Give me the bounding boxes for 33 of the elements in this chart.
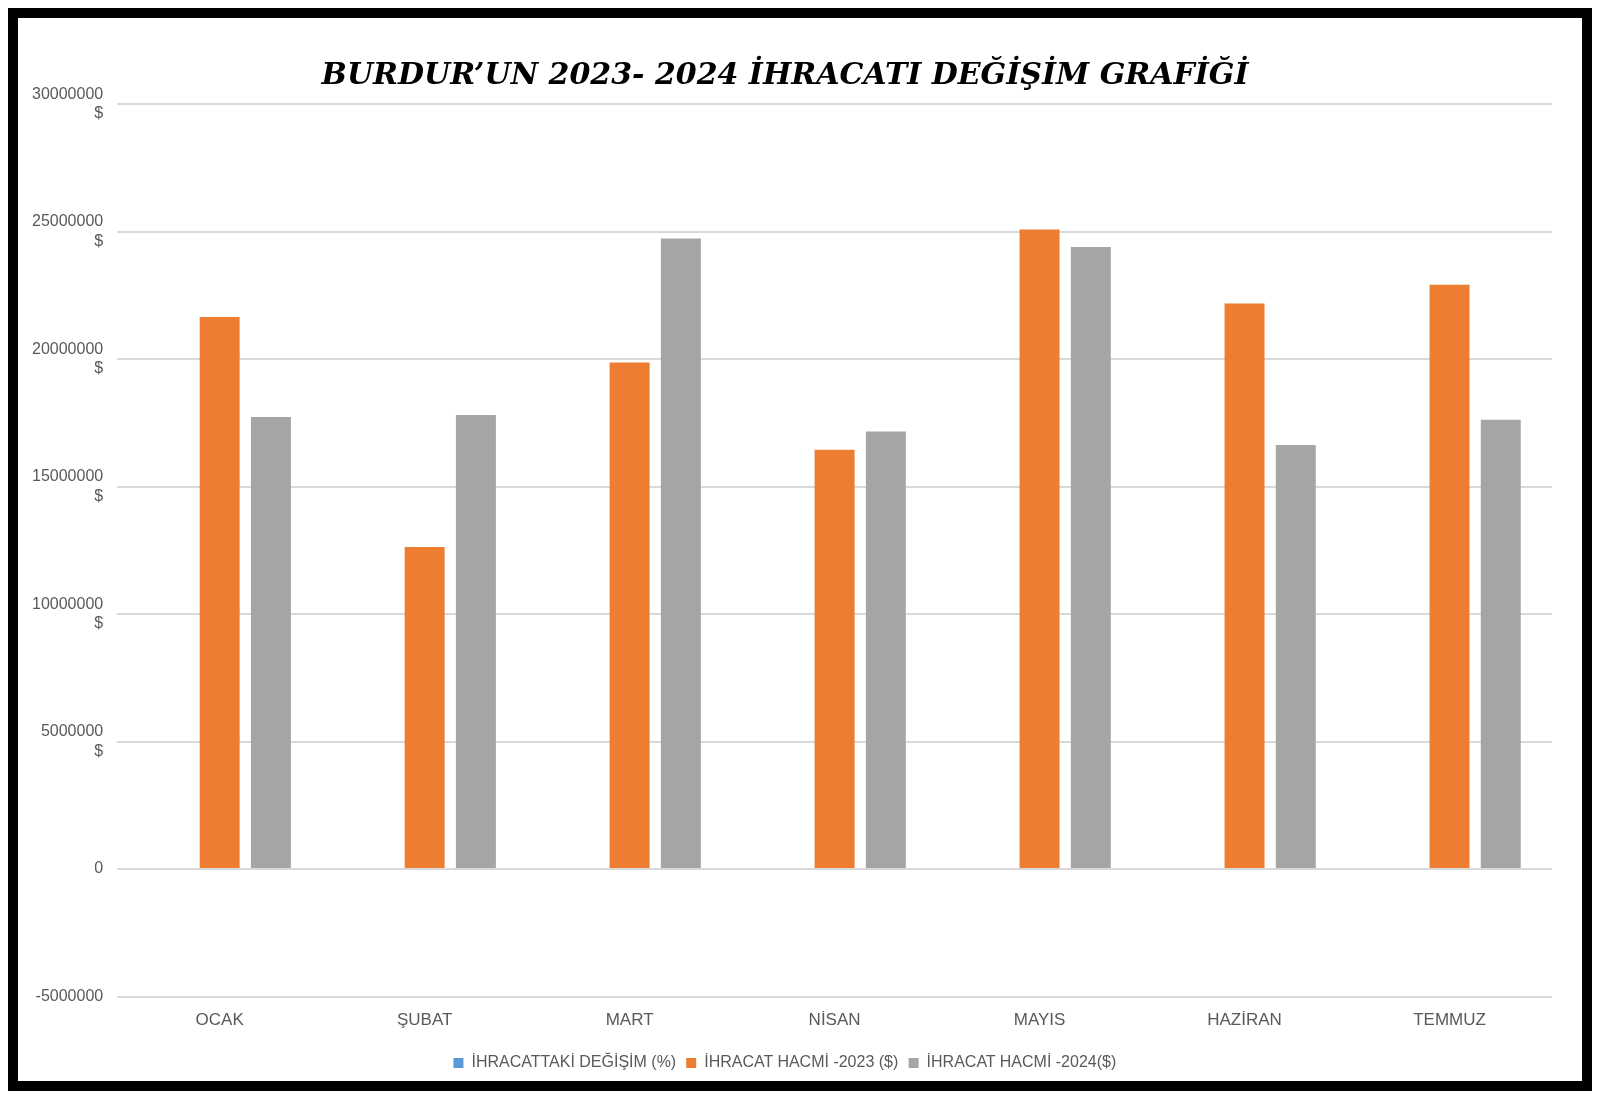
x-tick-label: MART (605, 1010, 654, 1030)
bar (609, 362, 650, 869)
bar (1224, 303, 1265, 869)
legend-label: İHRACAT HACMİ -2023 ($) (704, 1052, 899, 1071)
bar (404, 546, 445, 869)
y-tick-label: 30000000 $ (32, 84, 104, 122)
bar (250, 416, 291, 869)
y-tick-label: 25000000 $ (32, 212, 104, 249)
y-tick-label: 20000000 $ (32, 339, 104, 377)
legend-label: İHRACAT HACMİ -2024($) (926, 1052, 1117, 1071)
x-tick-label: HAZİRAN (1207, 1010, 1282, 1030)
y-tick-label: 15000000 $ (32, 467, 104, 504)
x-tick-label: MAYIS (1013, 1010, 1066, 1030)
y-tick-label: 10000000 $ (32, 594, 104, 632)
bar (199, 316, 240, 869)
legend-label: İHRACATTAKİ DEĞİŞİM (%) (471, 1052, 677, 1071)
y-tick-label: 0 (94, 859, 104, 877)
x-tick-label: ŞUBAT (396, 1010, 453, 1030)
x-tick-label: OCAK (195, 1010, 245, 1030)
bar (1275, 444, 1316, 869)
bar (865, 431, 906, 869)
x-tick-label: TEMMUZ (1413, 1010, 1486, 1030)
bar (660, 238, 701, 869)
bar (814, 449, 855, 869)
chart-title: BURDUR’UN 2023- 2024 İHRACATI DEĞİŞİM GRAFİĞİ (320, 54, 1250, 91)
bar (1480, 419, 1521, 869)
bar (1429, 284, 1470, 869)
y-tick-label: -5000000 (35, 987, 104, 1005)
bar (455, 414, 496, 869)
bar (1019, 229, 1060, 869)
bar (1070, 247, 1111, 869)
x-tick-label: NİSAN (808, 1010, 861, 1030)
y-tick-label: 5000000 $ (40, 722, 104, 759)
